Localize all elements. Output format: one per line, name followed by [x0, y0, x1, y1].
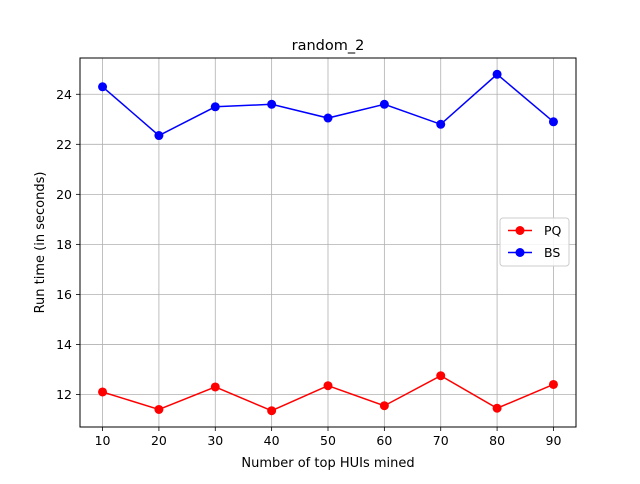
data-point-pq [267, 406, 277, 416]
x-tick-label: 90 [546, 433, 562, 448]
data-point-bs [154, 131, 164, 141]
x-tick-label: 20 [151, 433, 167, 448]
data-point-pq [210, 382, 220, 392]
legend-label-pq: PQ [544, 223, 562, 238]
x-tick-label: 80 [489, 433, 505, 448]
data-point-pq [154, 404, 164, 414]
data-point-pq [548, 379, 558, 389]
data-point-bs [492, 69, 502, 79]
data-point-pq [323, 381, 333, 391]
x-axis-label: Number of top HUIs mined [241, 456, 414, 471]
chart-title: random_2 [292, 38, 365, 54]
x-tick-label: 10 [95, 433, 111, 448]
y-axis-label: Run time (in seconds) [33, 172, 48, 314]
y-tick-label: 18 [56, 237, 72, 252]
x-tick-label: 70 [433, 433, 449, 448]
data-point-bs [436, 119, 446, 129]
y-tick-label: 12 [56, 387, 72, 402]
data-point-bs [267, 99, 277, 109]
data-point-bs [98, 82, 108, 92]
x-tick-label: 50 [320, 433, 336, 448]
data-point-bs [548, 117, 558, 127]
legend-label-bs: BS [544, 245, 560, 260]
legend: PQ BS [499, 217, 570, 267]
data-point-bs [210, 102, 220, 112]
series-layer [98, 69, 558, 416]
y-tick-label: 16 [56, 287, 72, 302]
y-tick-label: 24 [56, 87, 72, 102]
x-tick-label: 40 [264, 433, 280, 448]
axis-ticks: 10 20 30 40 50 60 70 80 90 12 14 16 18 20 22 24 [56, 87, 561, 448]
legend-marker-pq [515, 226, 525, 235]
data-point-bs [323, 113, 333, 123]
data-point-pq [436, 371, 446, 381]
x-tick-label: 60 [376, 433, 392, 448]
data-point-pq [379, 401, 389, 411]
grid [80, 58, 576, 427]
y-tick-label: 20 [56, 187, 72, 202]
data-point-pq [98, 387, 108, 397]
data-point-pq [492, 403, 502, 413]
data-point-bs [379, 99, 389, 109]
y-tick-label: 22 [56, 137, 72, 152]
y-tick-label: 14 [56, 337, 72, 352]
x-tick-label: 30 [207, 433, 223, 448]
legend-marker-bs [515, 248, 525, 257]
